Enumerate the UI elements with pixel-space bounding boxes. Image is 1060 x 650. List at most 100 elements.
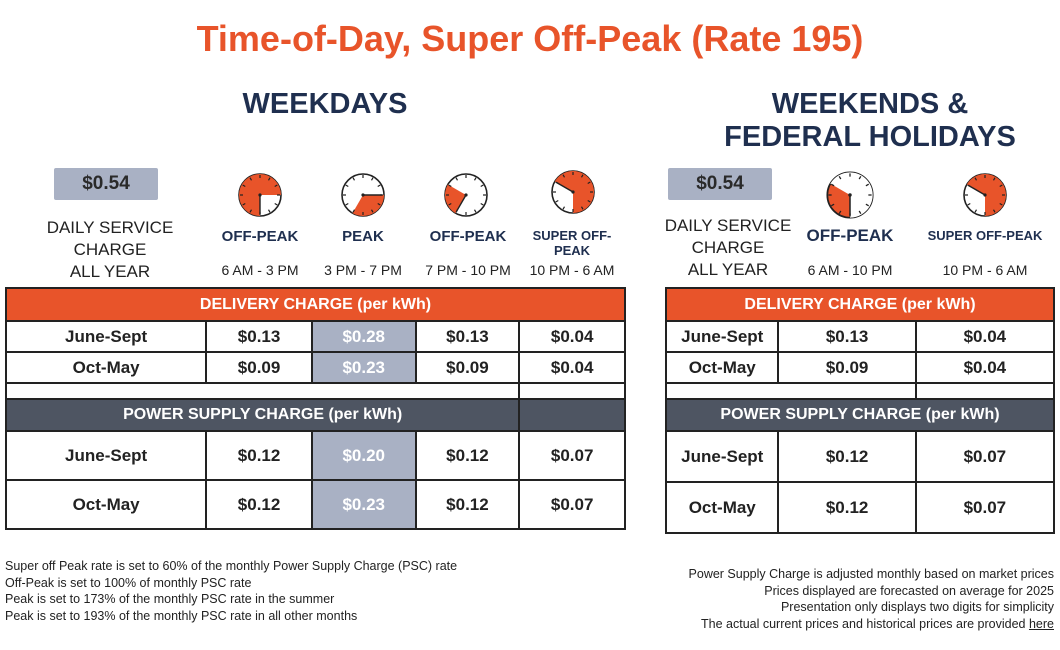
period-hours: 3 PM - 7 PM bbox=[324, 262, 402, 278]
season-label: Oct-May bbox=[4, 351, 208, 384]
footnote: Peak is set to 193% of the monthly PSC r… bbox=[5, 608, 358, 623]
peak-rate-cell: $0.23 bbox=[310, 351, 417, 384]
season-label: June-Sept bbox=[664, 320, 780, 353]
period-label-peak: PEAK bbox=[342, 228, 384, 245]
rate-cell: $0.09 bbox=[205, 351, 313, 384]
table-row: Oct-May $0.12 $0.23 $0.12 $0.07 bbox=[4, 479, 626, 530]
weekdays-heading: WEEKDAYS bbox=[242, 88, 408, 120]
period-label-offpeak: OFF-PEAK bbox=[429, 228, 507, 245]
peak-rate-cell: $0.20 bbox=[310, 430, 417, 481]
weekends-rate-table: DELIVERY CHARGE (per kWh) June-Sept $0.1… bbox=[664, 287, 1056, 534]
rate-cell: $0.07 bbox=[518, 430, 626, 481]
table-row: Oct-May $0.09 $0.23 $0.09 $0.04 bbox=[4, 351, 626, 384]
period-hours: 10 PM - 6 AM bbox=[529, 262, 615, 278]
spacer-cell bbox=[665, 382, 917, 400]
rate-cell: $0.07 bbox=[914, 430, 1056, 483]
delivery-header-row: DELIVERY CHARGE (per kWh) bbox=[5, 287, 626, 322]
footnote: Prices displayed are forecasted on avera… bbox=[764, 583, 1054, 598]
weekends-service-label: DAILY SERVICE CHARGE ALL YEAR bbox=[648, 215, 808, 281]
service-label-line: ALL YEAR bbox=[69, 262, 151, 281]
rate-cell: $0.09 bbox=[414, 351, 521, 384]
table-row: June-Sept $0.13 $0.28 $0.13 $0.04 bbox=[4, 320, 626, 353]
weekdays-service-label: DAILY SERVICE CHARGE ALL YEAR bbox=[30, 217, 190, 283]
period-hours: 10 PM - 6 AM bbox=[942, 262, 1028, 278]
clock-icon-offpeak-weekend bbox=[823, 168, 877, 227]
season-label: June-Sept bbox=[664, 430, 780, 483]
rate-cell: $0.13 bbox=[777, 320, 917, 353]
clock-icon-offpeak-evening bbox=[441, 170, 491, 225]
footnote: Power Supply Charge is adjusted monthly … bbox=[688, 567, 1054, 581]
season-label: June-Sept bbox=[4, 430, 208, 481]
delivery-charge-header: DELIVERY CHARGE (per kWh) bbox=[665, 287, 1055, 322]
rate-cell: $0.04 bbox=[914, 351, 1056, 384]
service-label-line: DAILY SERVICE bbox=[664, 216, 792, 235]
period-label-offpeak: OFF-PEAK bbox=[221, 228, 299, 245]
period-label-super-offpeak: SUPER OFF-PEAK bbox=[532, 228, 612, 258]
table-row: Oct-May $0.09 $0.04 bbox=[664, 351, 1056, 384]
rate-cell: $0.13 bbox=[205, 320, 313, 353]
rate-cell: $0.12 bbox=[777, 430, 917, 483]
table-row: June-Sept $0.12 $0.20 $0.12 $0.07 bbox=[4, 430, 626, 481]
peak-rate-cell: $0.23 bbox=[310, 479, 417, 530]
rate-cell: $0.04 bbox=[518, 351, 626, 384]
clock-icon-super-offpeak-weekend bbox=[960, 170, 1010, 225]
season-label: Oct-May bbox=[4, 479, 208, 530]
footnote: Super off Peak rate is set to 60% of the… bbox=[5, 559, 458, 573]
rate-cell: $0.12 bbox=[205, 479, 313, 530]
rate-cell: $0.04 bbox=[518, 320, 626, 353]
footnotes-left: Super off Peak rate is set to 60% of the… bbox=[5, 558, 565, 624]
season-label: June-Sept bbox=[4, 320, 208, 353]
service-label-line: ALL YEAR bbox=[687, 260, 769, 279]
footnote: Presentation only displays two digits fo… bbox=[780, 600, 1054, 614]
page-title: Time-of-Day, Super Off-Peak (Rate 195) bbox=[196, 18, 864, 59]
rate-cell: $0.12 bbox=[777, 481, 917, 534]
rate-cell: $0.13 bbox=[414, 320, 521, 353]
spacer-cell bbox=[4, 382, 521, 400]
power-supply-charge-header: POWER SUPPLY CHARGE (per kWh) bbox=[4, 398, 521, 432]
clock-icon-peak bbox=[338, 170, 388, 225]
rate-cell: $0.12 bbox=[205, 430, 313, 481]
peak-rate-cell: $0.28 bbox=[310, 320, 417, 353]
footnote: Peak is set to 173% of the monthly PSC r… bbox=[5, 592, 335, 606]
power-supply-charge-header: POWER SUPPLY CHARGE (per kWh) bbox=[665, 398, 1055, 432]
table-row: Oct-May $0.12 $0.07 bbox=[664, 481, 1056, 534]
rate-cell: $0.12 bbox=[414, 479, 521, 530]
period-hours: 7 PM - 10 PM bbox=[425, 262, 511, 278]
table-row: June-Sept $0.13 $0.04 bbox=[664, 320, 1056, 353]
weekends-service-charge: $0.54 bbox=[668, 168, 772, 200]
weekdays-service-charge: $0.54 bbox=[54, 168, 158, 200]
rate-cell: $0.09 bbox=[777, 351, 917, 384]
service-label-line: DAILY SERVICE bbox=[46, 218, 174, 237]
clock-icon-offpeak-day bbox=[235, 170, 285, 225]
footnotes-right: Power Supply Charge is adjusted monthly … bbox=[600, 566, 1054, 632]
spacer-row bbox=[665, 382, 1056, 400]
supply-header-row: POWER SUPPLY CHARGE (per kWh) bbox=[4, 398, 626, 432]
rate-cell: $0.07 bbox=[914, 481, 1056, 534]
rate-cell: $0.04 bbox=[914, 320, 1056, 353]
supply-header-row: POWER SUPPLY CHARGE (per kWh) bbox=[665, 398, 1055, 432]
service-label-line: CHARGE bbox=[691, 238, 765, 257]
season-label: Oct-May bbox=[664, 481, 780, 534]
period-label-super-offpeak: SUPER OFF-PEAK bbox=[927, 228, 1043, 243]
weekends-heading-line2: FEDERAL HOLIDAYS bbox=[724, 121, 1016, 153]
period-label-offpeak: OFF-PEAK bbox=[806, 226, 894, 245]
header-filler bbox=[518, 398, 626, 432]
weekends-heading: WEEKENDS & FEDERAL HOLIDAYS bbox=[690, 88, 1050, 154]
footnote: The actual current prices and historical… bbox=[600, 616, 1054, 633]
rate-cell: $0.07 bbox=[518, 479, 626, 530]
spacer-cell bbox=[518, 382, 626, 400]
table-row: June-Sept $0.12 $0.07 bbox=[664, 430, 1056, 483]
here-link[interactable]: here bbox=[1028, 616, 1054, 631]
season-label: Oct-May bbox=[664, 351, 780, 384]
clock-icon-super-offpeak bbox=[548, 167, 598, 222]
footnote: Off-Peak is set to 100% of monthly PSC r… bbox=[5, 575, 252, 590]
weekdays-rate-table: DELIVERY CHARGE (per kWh) June-Sept $0.1… bbox=[4, 287, 626, 530]
delivery-header-row: DELIVERY CHARGE (per kWh) bbox=[665, 287, 1055, 322]
weekends-heading-line1: WEEKENDS & bbox=[771, 88, 969, 120]
service-label-line: CHARGE bbox=[73, 240, 147, 259]
period-hours: 6 AM - 3 PM bbox=[221, 262, 299, 278]
delivery-charge-header: DELIVERY CHARGE (per kWh) bbox=[5, 287, 626, 322]
rate-cell: $0.12 bbox=[414, 430, 521, 481]
footnote-text: The actual current prices and historical… bbox=[701, 616, 1026, 631]
spacer-row bbox=[4, 382, 626, 400]
